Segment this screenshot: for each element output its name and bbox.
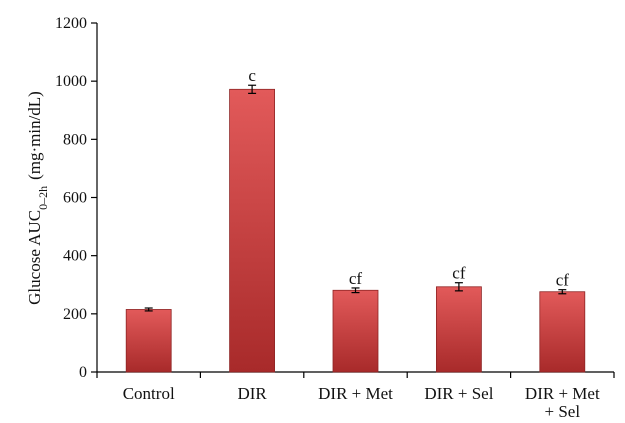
y-tick-label: 0 [79, 364, 87, 381]
axes: 0 200 400 600 800 1000 1200 [55, 15, 615, 381]
bar [539, 291, 586, 373]
x-category-label-line: DIR + Met [318, 384, 393, 403]
x-category-label-line: + Sel [545, 402, 581, 421]
x-category-label: DIR + Met [318, 384, 393, 403]
bar [435, 286, 482, 373]
y-axis-title-subscript: 0–2h [36, 186, 50, 210]
x-category-label: DIR + Sel [424, 384, 493, 403]
bar [332, 289, 379, 373]
x-category-label-line: DIR [237, 384, 267, 403]
significance-label: c [248, 66, 256, 85]
significance-label: cf [556, 271, 570, 290]
x-category-label: DIR + Met + Sel [525, 384, 600, 421]
x-category-label-line: DIR + Sel [424, 384, 493, 403]
x-category-label: DIR [237, 384, 267, 403]
x-category-label-line: DIR + Met [525, 384, 600, 403]
y-tick-label: 200 [63, 306, 87, 323]
y-tick-label: 800 [63, 131, 87, 148]
bar [125, 309, 172, 373]
bar [229, 88, 276, 373]
x-category-label-line: Control [123, 384, 175, 403]
significance-label: cf [349, 269, 363, 288]
x-category-label: Control [123, 384, 175, 403]
y-tick-label: 400 [63, 248, 87, 265]
bars: c cf cf cf [125, 66, 586, 373]
significance-label: cf [452, 264, 466, 283]
y-tick-label: 600 [63, 190, 87, 207]
y-axis-title: Glucose AUC0–2h (mg·min/dL) [25, 91, 50, 305]
y-tick-label: 1000 [55, 73, 87, 90]
y-axis-title-main: Glucose AUC [25, 210, 44, 305]
svg-text:Glucose AUC0–2h(mg·min/dL): Glucose AUC0–2h (mg·min/dL) [25, 91, 50, 305]
y-axis-title-suffix: (mg·min/dL) [25, 91, 44, 180]
y-tick-label: 1200 [55, 15, 87, 32]
x-axis-labels: Control DIR DIR + Met DIR + Sel DIR + Met + S… [123, 384, 600, 421]
